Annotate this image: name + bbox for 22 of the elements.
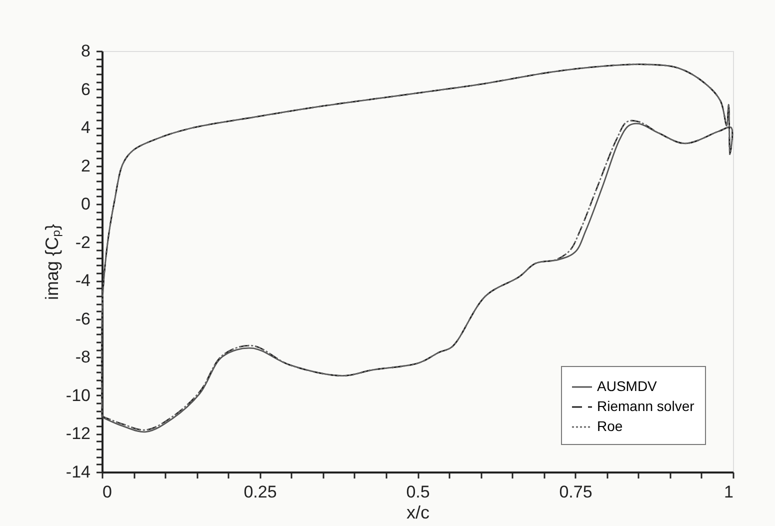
y-tick-label: 4 (81, 118, 90, 138)
y-tick-label: -8 (75, 348, 90, 367)
legend-label: AUSMDV (597, 378, 658, 394)
y-tick-label: 8 (81, 42, 90, 60)
x-tick-label: 0 (102, 482, 112, 502)
x-axis-title: x/c (406, 502, 430, 522)
x-tick-label: 0.25 (244, 482, 277, 502)
y-axis-title: imag {Cₚ} (42, 224, 63, 300)
x-tick-label: 0.5 (406, 482, 430, 502)
x-tick-label: 1 (724, 482, 734, 502)
y-tick-label: -2 (75, 232, 90, 252)
y-tick-label: 0 (81, 194, 90, 214)
y-tick-label: -14 (66, 462, 90, 482)
y-tick-label: 6 (81, 80, 90, 99)
y-tick-label: -6 (75, 309, 90, 328)
legend-label: Roe (597, 418, 623, 434)
y-tick-label: -10 (66, 386, 90, 405)
x-tick-label: 0.75 (559, 482, 592, 502)
y-tick-label: 2 (81, 156, 90, 176)
y-tick-label: -12 (66, 424, 90, 444)
legend-label: Riemann solver (597, 398, 695, 414)
y-tick-label: -4 (75, 271, 90, 290)
